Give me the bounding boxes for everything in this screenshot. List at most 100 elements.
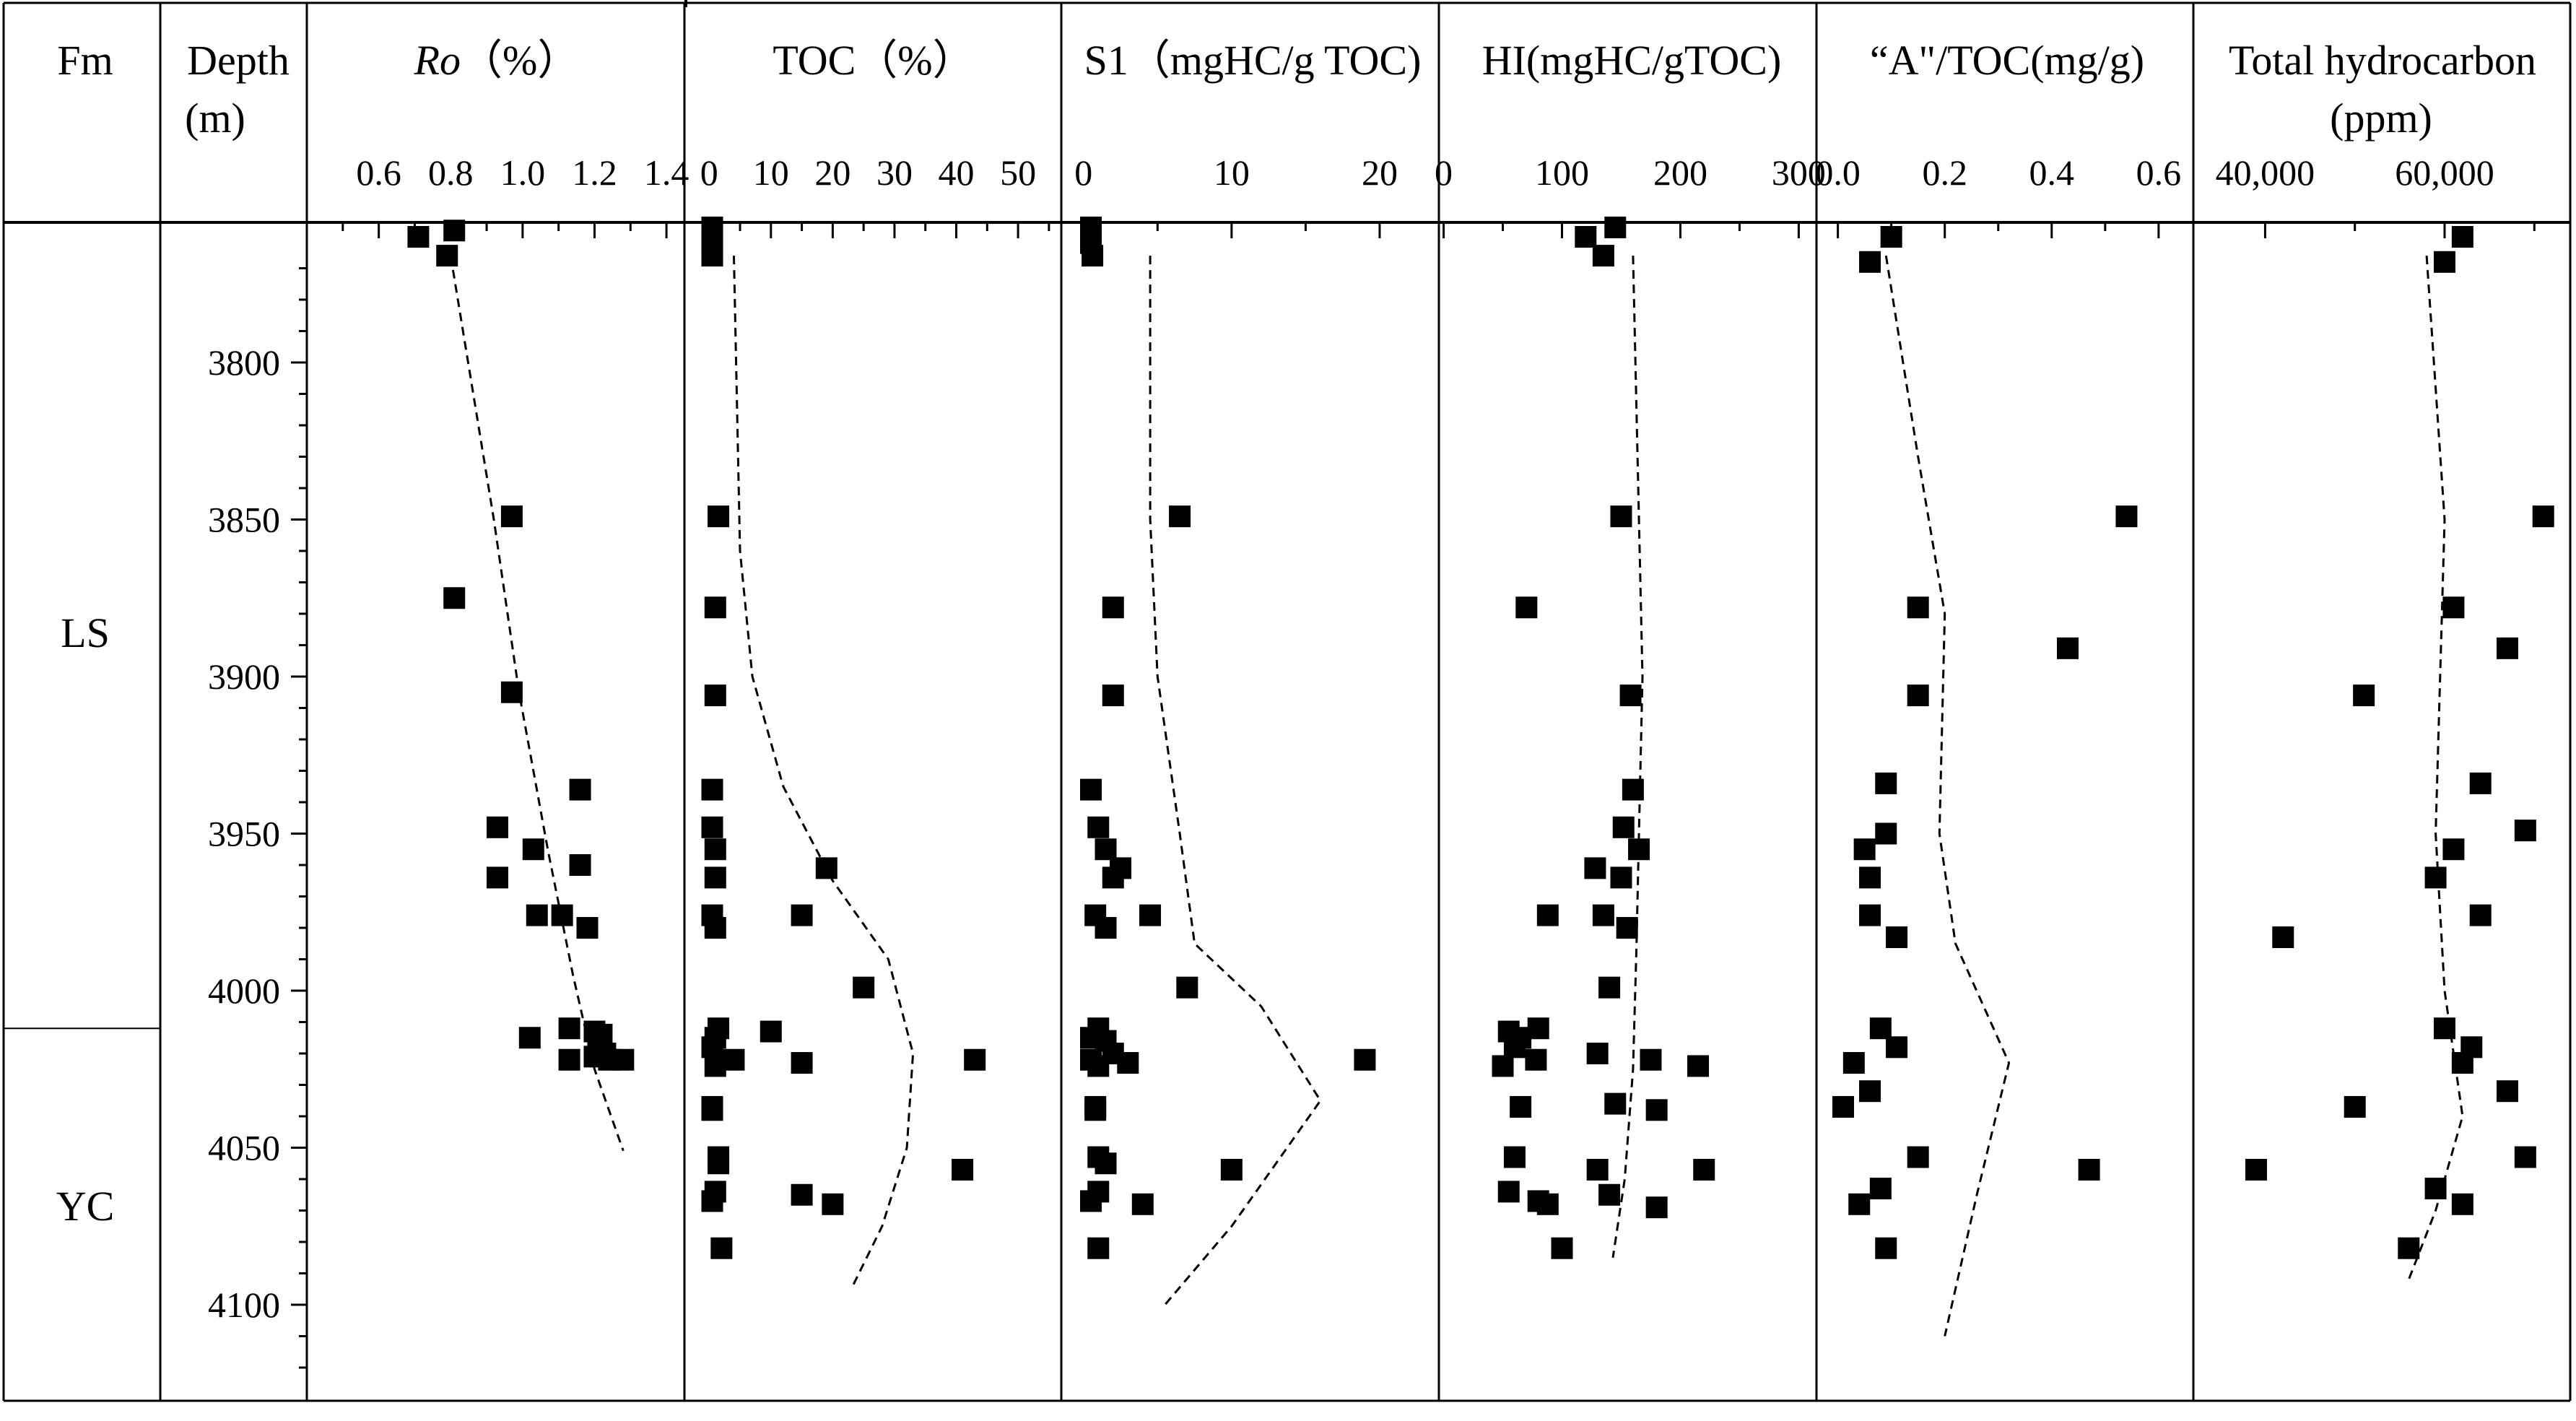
fm-header: Fm [57, 37, 113, 84]
data-point [1848, 1193, 1871, 1215]
data-point [1102, 866, 1124, 889]
x-tick-label: 0.8 [428, 152, 474, 193]
data-point [1886, 926, 1908, 949]
data-point [822, 1193, 844, 1215]
data-point [569, 778, 591, 801]
data-point [1503, 1036, 1526, 1059]
data-point [2469, 904, 2492, 926]
data-point [436, 245, 458, 267]
depth-unit: (m) [185, 95, 245, 142]
data-point [2442, 838, 2465, 861]
trend-line [733, 256, 915, 1290]
data-point [2434, 251, 2455, 273]
x-tick-label: 0.0 [1815, 152, 1861, 193]
data-point [952, 1158, 974, 1181]
data-point [2344, 1095, 2366, 1118]
x-tick-label: 0.6 [2136, 152, 2182, 193]
x-tick-label: 40,000 [2216, 152, 2315, 193]
data-point [1832, 1095, 1855, 1118]
data-point [2057, 637, 2079, 659]
data-point [1645, 1196, 1668, 1219]
data-point [1610, 866, 1632, 889]
x-tick-label: 10 [753, 152, 789, 193]
panel-a_toc: 0.0 0.2 0.4 0.6 [1815, 152, 2181, 1337]
x-tick-label: 60,000 [2395, 152, 2494, 193]
trend-line [1884, 255, 2011, 1337]
data-point [704, 838, 726, 861]
data-point [704, 1055, 726, 1077]
depth-axis: 3800 3850 3900 3950 4000 4050 4100 [208, 267, 307, 1369]
panel-thc: 40,000 60,000 [2216, 152, 2554, 1280]
data-point [1551, 1237, 1573, 1259]
data-point [486, 816, 508, 838]
data-point [500, 505, 523, 528]
data-point [1503, 1146, 1526, 1168]
data-point [1102, 685, 1124, 707]
data-point [569, 854, 591, 876]
data-point [1117, 1052, 1139, 1074]
data-point [760, 1020, 782, 1043]
formation-label-yc: YC [56, 1183, 115, 1230]
depth-tick-label: 4050 [208, 1128, 280, 1168]
data-point [1087, 1055, 1110, 1077]
trend-line [1149, 256, 1322, 1305]
data-point [1575, 226, 1597, 248]
panel-ro: 0.6 0.8 1.0 1.2 1.4 [341, 152, 689, 1152]
trend-line [2407, 255, 2464, 1280]
ro-header-unit: （%） [461, 37, 579, 84]
data-point [443, 220, 466, 242]
data-point [1592, 245, 1614, 267]
data-point [2424, 1178, 2447, 1200]
data-point [2353, 685, 2375, 707]
data-point [612, 1048, 635, 1071]
data-point [486, 866, 508, 889]
data-point [2115, 505, 2138, 528]
data-point [1598, 1183, 1621, 1206]
thc-header-line2: (ppm) [2330, 95, 2432, 142]
data-point [1169, 505, 1191, 528]
data-point [1527, 1017, 1549, 1040]
data-point [1875, 772, 1897, 794]
hi-header: HI(mgHC/gTOC) [1482, 37, 1782, 84]
depth-tick-label: 4000 [208, 970, 280, 1011]
data-point [1510, 1095, 1532, 1118]
data-point [1220, 1158, 1243, 1181]
data-point [1612, 816, 1635, 838]
x-tick-label: 0.6 [356, 152, 401, 193]
x-tick-label: 30 [876, 152, 913, 193]
data-point [1497, 1181, 1520, 1203]
toc-header: TOC（%） [773, 37, 974, 84]
data-point [704, 866, 726, 889]
data-point [1131, 1193, 1154, 1215]
panel-hi: 0 100 200 300 [1435, 152, 1826, 1259]
data-point [1525, 1048, 1547, 1071]
data-point [710, 1237, 733, 1259]
depth-tick-label: 3900 [208, 656, 280, 697]
s1-header: S1（mgHC/g TOC) [1084, 37, 1422, 84]
data-point [1907, 596, 1929, 619]
x-tick-label: 1.0 [500, 152, 546, 193]
x-tick-label: 100 [1535, 152, 1589, 193]
data-point [2398, 1237, 2420, 1259]
data-point [704, 917, 726, 939]
data-point [1536, 1193, 1559, 1215]
data-point [2451, 1193, 2473, 1215]
data-point [558, 1048, 580, 1071]
data-point [407, 226, 430, 248]
data-point [1875, 1237, 1897, 1259]
formation-labels: LS YC [4, 609, 160, 1230]
column-headers: Fm Depth (m) Ro（%） TOC（%） S1（mgHC/g TOC)… [57, 37, 2536, 142]
data-point [2532, 505, 2554, 528]
a-toc-header: “A"/TOC(mg/g) [1870, 37, 2144, 84]
data-point [1628, 838, 1650, 861]
data-point [2451, 1052, 2473, 1074]
data-point [1693, 1158, 1715, 1181]
data-point [701, 816, 723, 838]
data-point [500, 681, 523, 703]
data-point [2272, 926, 2294, 949]
data-point [2424, 866, 2447, 889]
data-point [1880, 226, 1902, 248]
data-point [1640, 1048, 1662, 1071]
data-point [1095, 1152, 1117, 1175]
